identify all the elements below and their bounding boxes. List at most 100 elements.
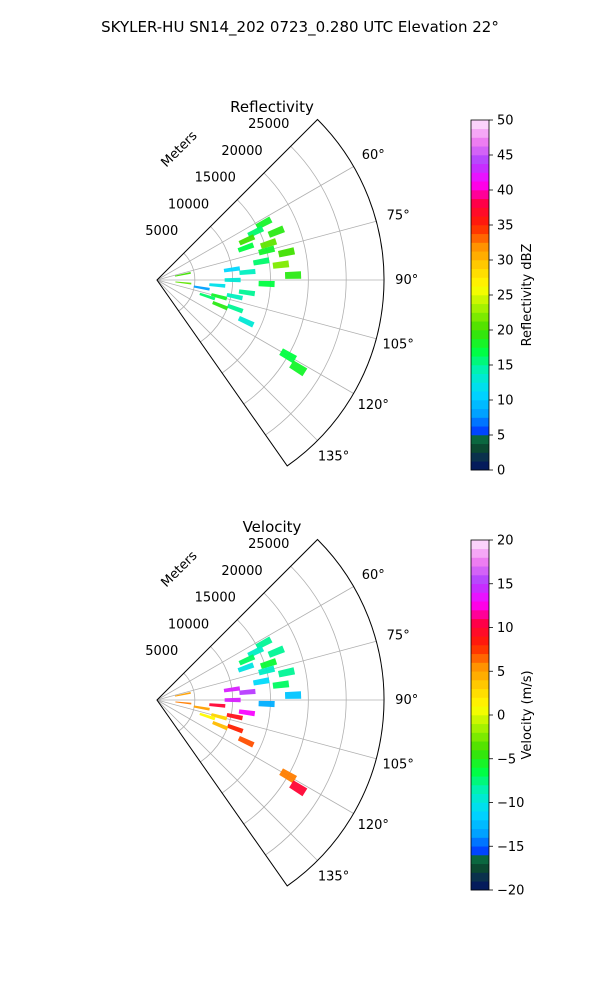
colorbar-tick-label: 35 (497, 219, 514, 234)
colorbar-segment (471, 365, 489, 375)
range-tick-label: 5000 (145, 644, 178, 659)
radar-gate (193, 705, 210, 711)
colorbar-segment (471, 802, 489, 812)
colorbar-segment (471, 750, 489, 760)
colorbar-tick-label: 45 (497, 149, 514, 164)
azimuth-gridline (156, 699, 377, 760)
radar-gate (238, 234, 256, 246)
colorbar-segment (471, 391, 489, 401)
colorbar-segment (471, 338, 489, 348)
colorbar-segment (471, 820, 489, 830)
colorbar-segment (471, 260, 489, 270)
colorbar-segment (471, 855, 489, 865)
radar-gate (289, 780, 308, 797)
range-tick-label: 15000 (195, 171, 236, 186)
radar-gate (199, 712, 216, 721)
radar-gate (277, 667, 296, 678)
radar-gate (212, 721, 229, 731)
colorbar-segment (471, 181, 489, 191)
colorbar-segment (471, 706, 489, 716)
colorbar-tick-label: 10 (497, 621, 514, 636)
radar-gate (226, 303, 244, 314)
panel-title: Reflectivity (230, 98, 314, 116)
azimuth-tick-label: 90° (395, 693, 418, 708)
radar-gate (247, 225, 265, 238)
colorbar-segment (471, 330, 489, 340)
radar-gate (279, 768, 298, 784)
radar-gate (258, 280, 275, 288)
azimuth-gridline (156, 586, 354, 701)
colorbar-segment (471, 828, 489, 838)
radar-gate (238, 709, 256, 717)
range-tick-label: 25000 (248, 117, 289, 132)
colorbar-tick-label: 50 (497, 114, 514, 129)
colorbar-tick-label: 25 (497, 289, 514, 304)
colorbar-segment (471, 601, 489, 611)
figure-title: SKYLER-HU SN14_202 0723_0.280 UTC Elevat… (101, 18, 499, 37)
colorbar-tick-label: 0 (497, 709, 505, 724)
colorbar-segment (471, 583, 489, 593)
colorbar-segment (471, 225, 489, 235)
radar-gate (277, 247, 296, 258)
colorbar-segment (471, 312, 489, 322)
radar-gate (237, 316, 255, 328)
colorbar-segment (471, 146, 489, 156)
colorbar-segment (471, 216, 489, 226)
colorbar-segment (471, 610, 489, 620)
colorbar-segment (471, 811, 489, 821)
colorbar-segment (471, 653, 489, 663)
colorbar-segment (471, 408, 489, 418)
colorbar-segment (471, 321, 489, 331)
radar-gate (209, 703, 226, 708)
radar-gate (237, 662, 255, 673)
colorbar: 0 5 10 15 20 25 30 35 40 45 50 Reflectivity dBZ (470, 114, 535, 479)
range-ring (243, 592, 309, 825)
colorbar-segment (471, 461, 489, 471)
radar-gate (260, 238, 278, 249)
radar-gate (239, 688, 256, 695)
radar-gate (174, 271, 191, 277)
colorbar-segment (471, 155, 489, 165)
range-tick-label: 10000 (168, 617, 209, 632)
azimuth-tick-label: 75° (387, 628, 410, 643)
colorbar-segment (471, 741, 489, 751)
azimuth-tick-label: 120° (358, 398, 389, 413)
colorbar-segment (471, 723, 489, 733)
colorbar-segment (471, 120, 489, 130)
azimuth-gridline (156, 699, 354, 814)
colorbar-segment (471, 268, 489, 278)
range-ring (243, 172, 309, 405)
range-tick-label: 5000 (145, 224, 178, 239)
sector-frame (156, 538, 385, 887)
azimuth-tick-label: 120° (358, 818, 389, 833)
radar-gate (272, 260, 290, 269)
azimuth-tick-label: 60° (362, 148, 385, 163)
range-ring (265, 145, 347, 436)
radar-gate (258, 245, 276, 256)
colorbar-segment (471, 137, 489, 147)
range-ring (265, 565, 347, 856)
colorbar-segment (471, 645, 489, 655)
colorbar-segment (471, 198, 489, 208)
range-tick-label: 15000 (195, 591, 236, 606)
radar-gate (267, 225, 285, 238)
radar-gate (210, 293, 228, 301)
radar-gate (247, 645, 265, 658)
colorbar-segment (471, 662, 489, 672)
colorbar-segment (471, 233, 489, 243)
colorbar-segment (471, 776, 489, 786)
colorbar-segment (471, 443, 489, 453)
colorbar-segment (471, 172, 489, 182)
azimuth-gridline (156, 166, 354, 281)
colorbar-segment (471, 680, 489, 690)
colorbar-segment (471, 400, 489, 410)
radar-gate (255, 216, 273, 230)
colorbar-segment (471, 566, 489, 576)
colorbar-segment (471, 295, 489, 305)
sector-frame (156, 118, 385, 467)
colorbar-tick-label: 15 (497, 577, 514, 592)
colorbar-segment (471, 452, 489, 462)
colorbar-segment (471, 128, 489, 138)
range-tick-label: 20000 (221, 564, 262, 579)
